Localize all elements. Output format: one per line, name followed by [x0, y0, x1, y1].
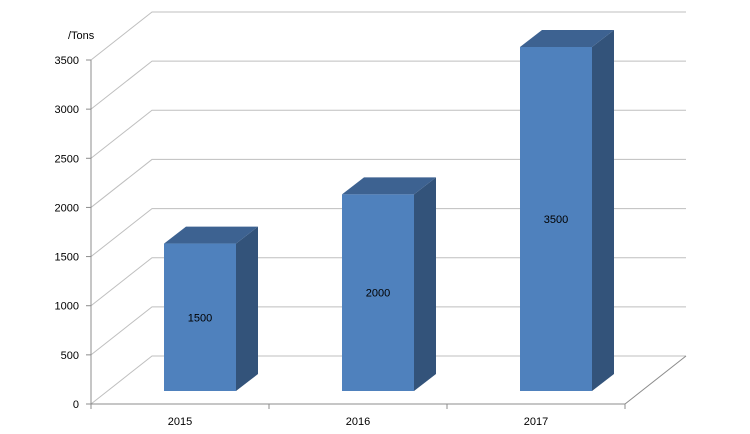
y-tick-label: 0: [73, 399, 79, 411]
bar-data-label: 1500: [188, 312, 212, 324]
x-tick-label: 2016: [346, 416, 370, 428]
y-axis-unit-label: /Tons: [68, 30, 95, 42]
bar-2016: 2000: [342, 177, 436, 391]
y-tick-label: 2500: [55, 153, 79, 165]
bar-front-face: [520, 47, 592, 391]
gridline-2500: [90, 109, 686, 159]
y-tick-label: 500: [61, 350, 79, 362]
y-tick-label: 3500: [55, 55, 79, 67]
gridline-1000: [90, 257, 686, 307]
bar-front-face: [164, 243, 236, 391]
x-tick-label: 2015: [168, 416, 192, 428]
bar-2015: 1500: [164, 226, 258, 391]
gridline-500: [90, 306, 686, 356]
bar-data-label: 3500: [544, 214, 568, 226]
axes: 0 500 1000 1500 2000 2500 3000 3500 2015 2016 2017: [55, 55, 687, 428]
gridline-1500: [90, 208, 686, 257]
bar-top-face: [164, 226, 258, 244]
bars: 1500 2000 3500: [164, 30, 614, 391]
gridline-0: [90, 355, 686, 405]
bar-2017: 3500: [520, 30, 614, 391]
bar-data-label: 2000: [366, 288, 390, 300]
bar-top-face: [342, 177, 436, 195]
bar-side-face: [414, 177, 436, 391]
bar-side-face: [236, 226, 258, 391]
bar-front-face: [342, 194, 414, 391]
gridline-2000: [90, 158, 686, 208]
bar-side-face: [592, 30, 614, 391]
gridline-3500: [90, 11, 686, 61]
y-tick-label: 1500: [55, 252, 79, 264]
y-tick-label: 2000: [55, 202, 79, 214]
y-tick-label: 1000: [55, 301, 79, 313]
bar-top-face: [520, 30, 614, 47]
gridlines: [90, 11, 686, 405]
x-tick-label: 2017: [524, 416, 548, 428]
gridline-3000: [90, 60, 686, 110]
y-tick-label: 3000: [55, 104, 79, 116]
